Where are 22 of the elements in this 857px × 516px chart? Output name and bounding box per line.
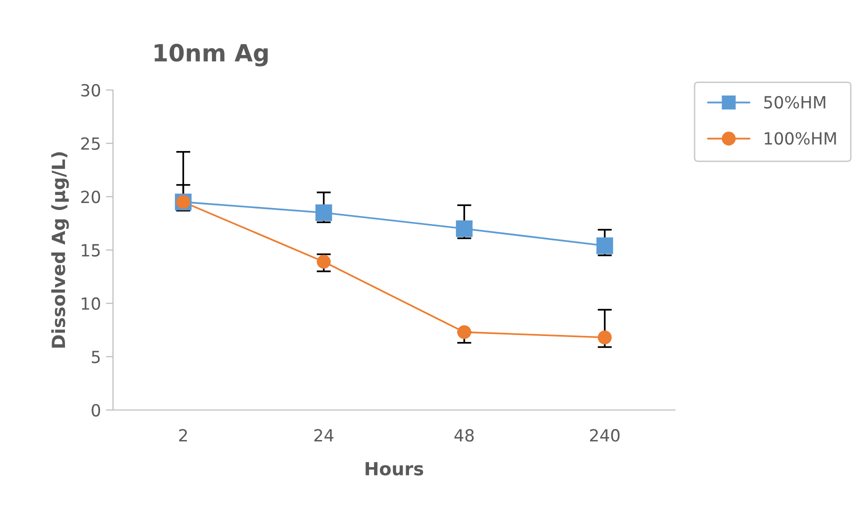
x-tick-label: 240 <box>590 429 620 442</box>
x-tick-label: 24 <box>314 429 334 442</box>
point <box>456 220 473 237</box>
y-tick-label: 30 <box>81 84 100 97</box>
point <box>598 330 612 344</box>
x-tick-label: 2 <box>179 429 187 442</box>
x-tick-label: 48 <box>454 429 474 442</box>
y-axis-title: Dissolved Ag (µg/L) <box>51 152 69 348</box>
y-tick-label: 25 <box>81 137 100 150</box>
y-tick-label: 15 <box>82 244 100 257</box>
y-tick-label: 20 <box>81 190 100 204</box>
y-tick-label: 10 <box>82 297 100 310</box>
legend-label: 50%HM <box>764 96 826 109</box>
point <box>596 237 614 254</box>
point <box>315 204 332 221</box>
y-tick-label: 5 <box>92 350 100 364</box>
legend-label: 100%HM <box>764 132 836 145</box>
point <box>457 325 472 340</box>
x-axis-title: Hours <box>366 462 424 476</box>
y-tick-label: 0 <box>92 404 100 417</box>
point <box>316 254 331 269</box>
chart-title: 10nm Ag <box>154 44 268 66</box>
